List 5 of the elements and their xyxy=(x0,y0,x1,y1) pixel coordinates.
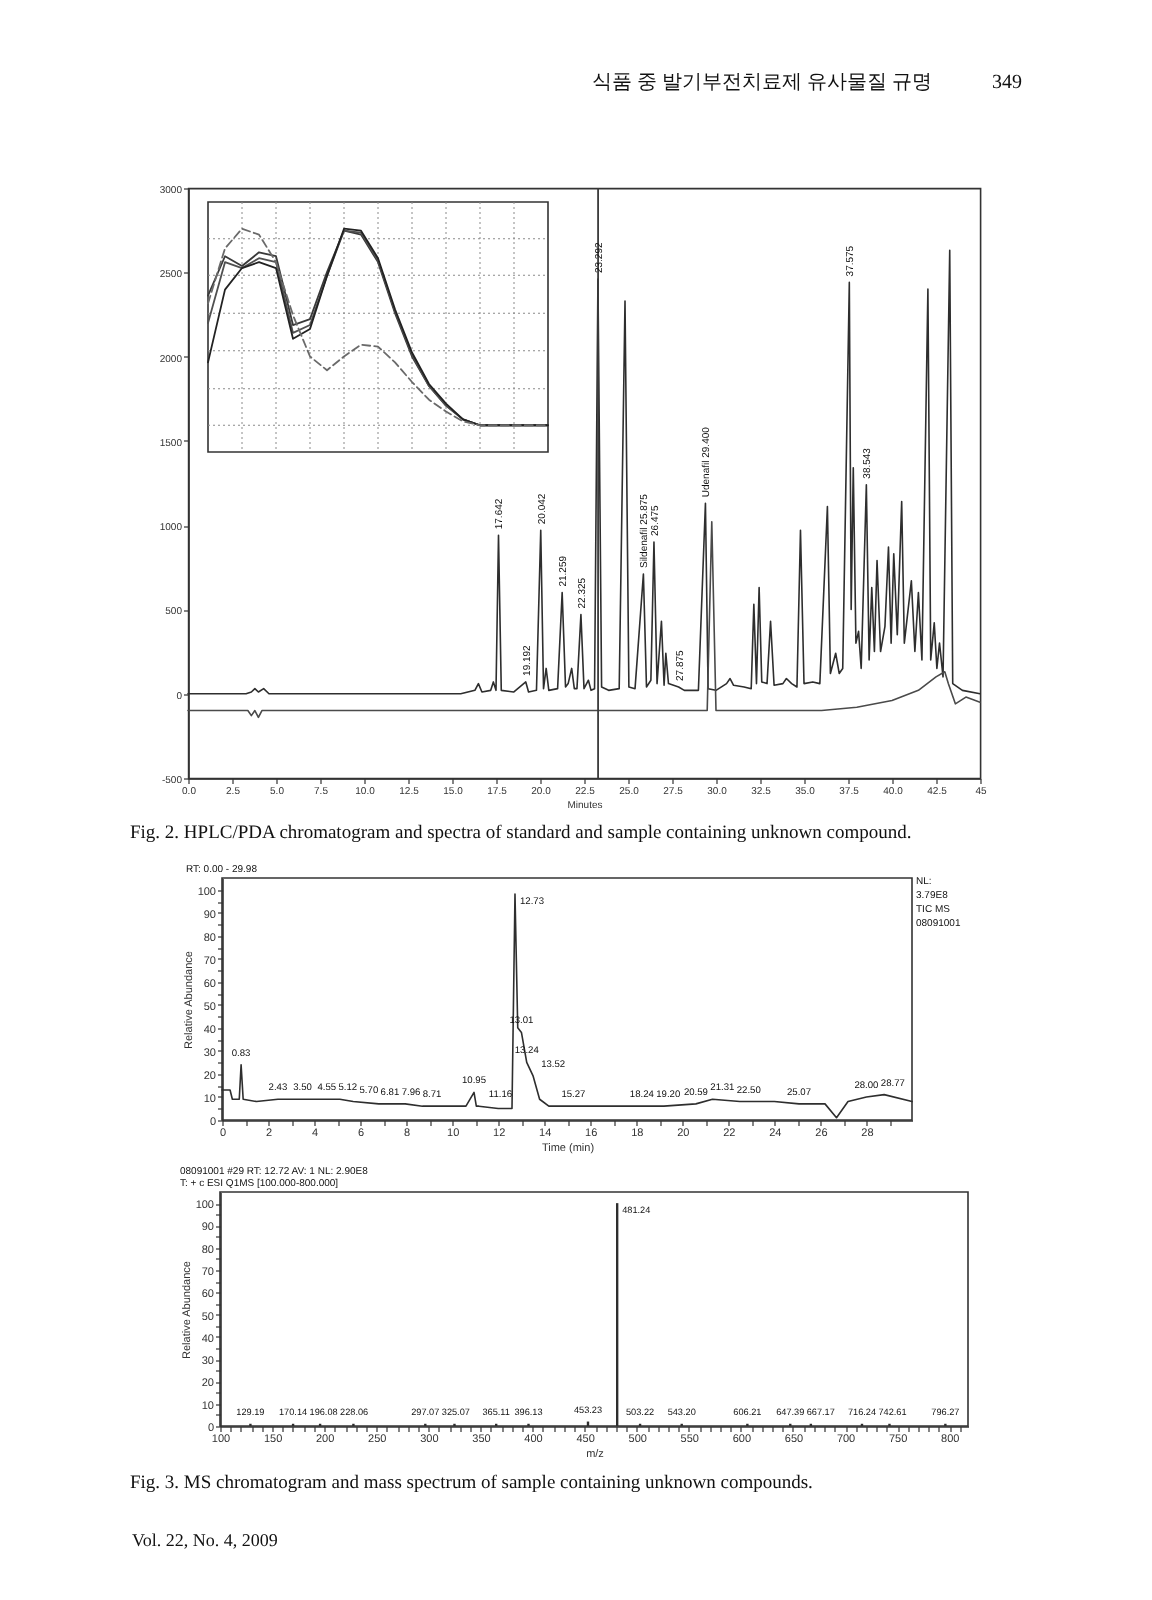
text: 349 xyxy=(992,72,1022,94)
caption: Fig. 2. HPLC/PDA chromatogram and spectra of standard and sample containing unknown compound. xyxy=(130,824,912,844)
caption: Fig. 3. MS chromatogram and mass spectrum of sample containing unknown compounds. xyxy=(130,1474,813,1494)
text: Vol. 22, No. 4, 2009 xyxy=(132,1530,279,1550)
text: 식품 중 발기부전치료제 유사물질 규명 xyxy=(592,72,932,94)
